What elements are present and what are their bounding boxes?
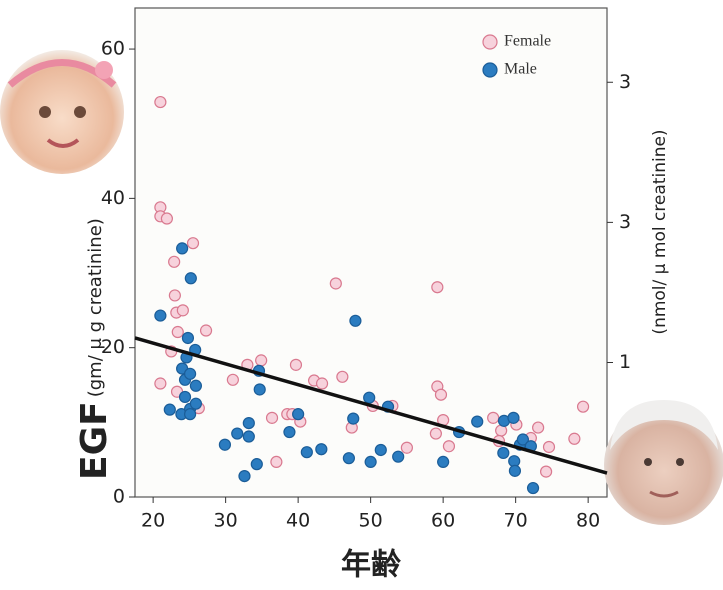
point	[364, 455, 377, 469]
legend-label: Female	[504, 33, 551, 50]
y-tick-label: 40	[101, 187, 125, 209]
point	[400, 441, 413, 454]
y-tick-label: 0	[113, 486, 125, 508]
point	[176, 242, 189, 255]
point	[154, 95, 167, 109]
point	[336, 370, 349, 383]
point	[242, 430, 255, 443]
point	[289, 358, 303, 371]
point	[255, 354, 268, 367]
point	[283, 425, 296, 439]
point	[539, 465, 553, 478]
point	[342, 452, 355, 465]
x-tick-label: 80	[576, 510, 600, 532]
point	[349, 314, 362, 327]
point	[218, 438, 232, 451]
point	[507, 411, 520, 424]
point	[329, 277, 342, 290]
trend-line	[134, 336, 608, 475]
point	[315, 443, 328, 456]
elder-photo	[604, 400, 723, 525]
y2-tick-label: 1	[619, 351, 631, 373]
point	[429, 427, 442, 440]
point	[292, 408, 305, 421]
point	[437, 455, 450, 469]
y-label: EGF	[74, 401, 115, 480]
point	[363, 391, 376, 404]
baby-photo	[0, 50, 124, 174]
y2-tick-label: 3	[619, 211, 631, 233]
point	[242, 416, 255, 430]
point	[168, 255, 181, 268]
point	[184, 408, 197, 421]
point	[154, 309, 167, 322]
point	[250, 458, 263, 471]
point	[497, 446, 510, 460]
point	[231, 427, 244, 440]
point	[189, 397, 203, 410]
legend-label: Male	[504, 61, 537, 78]
point	[270, 455, 283, 469]
point	[471, 415, 484, 428]
y-axis-title: EGF (gm/ μ g creatinine)	[74, 218, 115, 480]
point	[526, 481, 540, 495]
point	[568, 432, 581, 445]
point	[184, 272, 197, 285]
point	[178, 390, 192, 404]
x-tick-label: 20	[141, 510, 165, 532]
y2-tick-label: 3	[619, 71, 631, 93]
point	[532, 421, 545, 434]
y2-axis-label: (nmol/ μ mol creatinine)	[650, 129, 670, 334]
x-tick-label: 30	[214, 510, 238, 532]
point	[487, 411, 500, 424]
point	[434, 388, 448, 401]
point	[508, 464, 522, 477]
point	[171, 325, 184, 339]
point	[253, 383, 266, 396]
point	[160, 212, 174, 225]
legend-marker	[482, 62, 498, 78]
x-tick-label: 70	[504, 510, 528, 532]
x-axis-label: 年齢	[341, 548, 401, 583]
point	[176, 304, 189, 317]
point	[238, 469, 251, 483]
point	[542, 440, 556, 454]
x-tick-label: 60	[431, 510, 455, 532]
point	[392, 450, 405, 463]
point	[315, 377, 329, 390]
point	[181, 331, 195, 345]
point	[154, 377, 167, 390]
x-tick-label: 50	[359, 510, 383, 532]
point	[226, 373, 239, 386]
y-tick-label: 20	[101, 336, 125, 358]
point	[184, 367, 197, 380]
point	[186, 237, 200, 250]
point	[265, 411, 279, 424]
point	[347, 412, 360, 425]
point	[163, 403, 176, 416]
point	[199, 324, 213, 337]
plot-area	[134, 7, 608, 498]
y-tick-label: 60	[101, 38, 125, 60]
series-male	[154, 242, 540, 495]
point	[431, 281, 444, 294]
point	[516, 433, 529, 446]
point	[374, 443, 387, 457]
y-label-unit: (gm/ μ g creatinine)	[85, 218, 106, 397]
point	[189, 379, 203, 392]
point	[576, 400, 590, 413]
point	[168, 289, 181, 302]
point	[442, 440, 456, 453]
legend-marker	[482, 34, 498, 50]
y-axis-label: EGF (gm/ μ g creatinine)	[74, 218, 115, 480]
x-tick-label: 40	[286, 510, 310, 532]
point	[300, 446, 313, 459]
